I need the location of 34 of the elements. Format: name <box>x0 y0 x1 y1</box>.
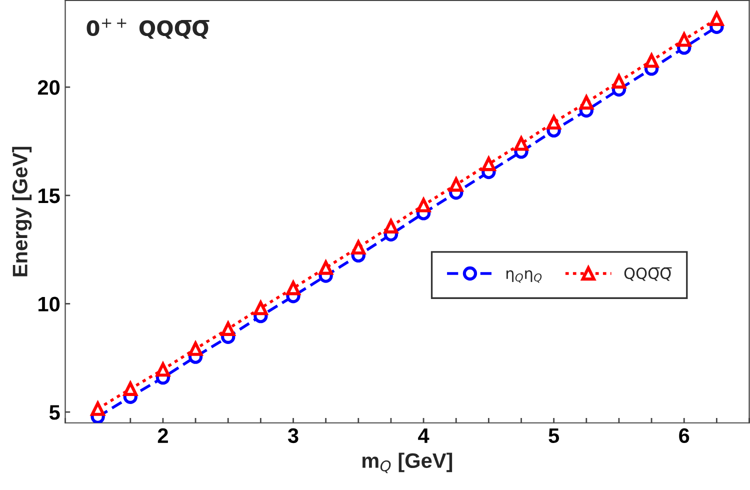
point <box>710 12 724 26</box>
x-tick-label: 6 <box>679 428 690 444</box>
point <box>188 342 203 356</box>
point <box>123 382 138 396</box>
point <box>384 219 398 234</box>
point <box>351 240 366 255</box>
y-axis-title: Energy [GeV] <box>12 146 32 276</box>
y-tick-label: 5 <box>49 405 60 420</box>
point <box>612 74 626 89</box>
legend-label: QQQ̅Q̅ <box>624 267 672 281</box>
y-tick-label: 20 <box>38 80 60 95</box>
y-tick-label: 10 <box>38 296 60 312</box>
x-tick-label: 3 <box>288 428 298 444</box>
point <box>579 95 594 110</box>
y-tick-label: 15 <box>38 188 60 204</box>
x-tick-label: 5 <box>548 428 560 444</box>
x-axis-title: m$_{Q}$ [GeV] <box>362 452 452 474</box>
point <box>482 156 496 172</box>
point <box>156 362 170 377</box>
point <box>416 198 431 212</box>
x-tick-label: 4 <box>418 428 430 443</box>
point <box>254 300 268 316</box>
point <box>221 322 236 336</box>
annotation: 0$^{++}$ QQQ̅Q̅ <box>86 18 210 39</box>
point <box>449 178 464 192</box>
point <box>286 281 300 296</box>
legend-label: η$_{Q}$η$_{Q}$ <box>506 270 542 283</box>
x-tick-label: 2 <box>158 428 168 443</box>
point <box>318 260 333 275</box>
point <box>514 136 528 151</box>
point <box>546 115 561 130</box>
point <box>677 32 692 47</box>
point <box>90 402 105 416</box>
point <box>644 54 659 68</box>
